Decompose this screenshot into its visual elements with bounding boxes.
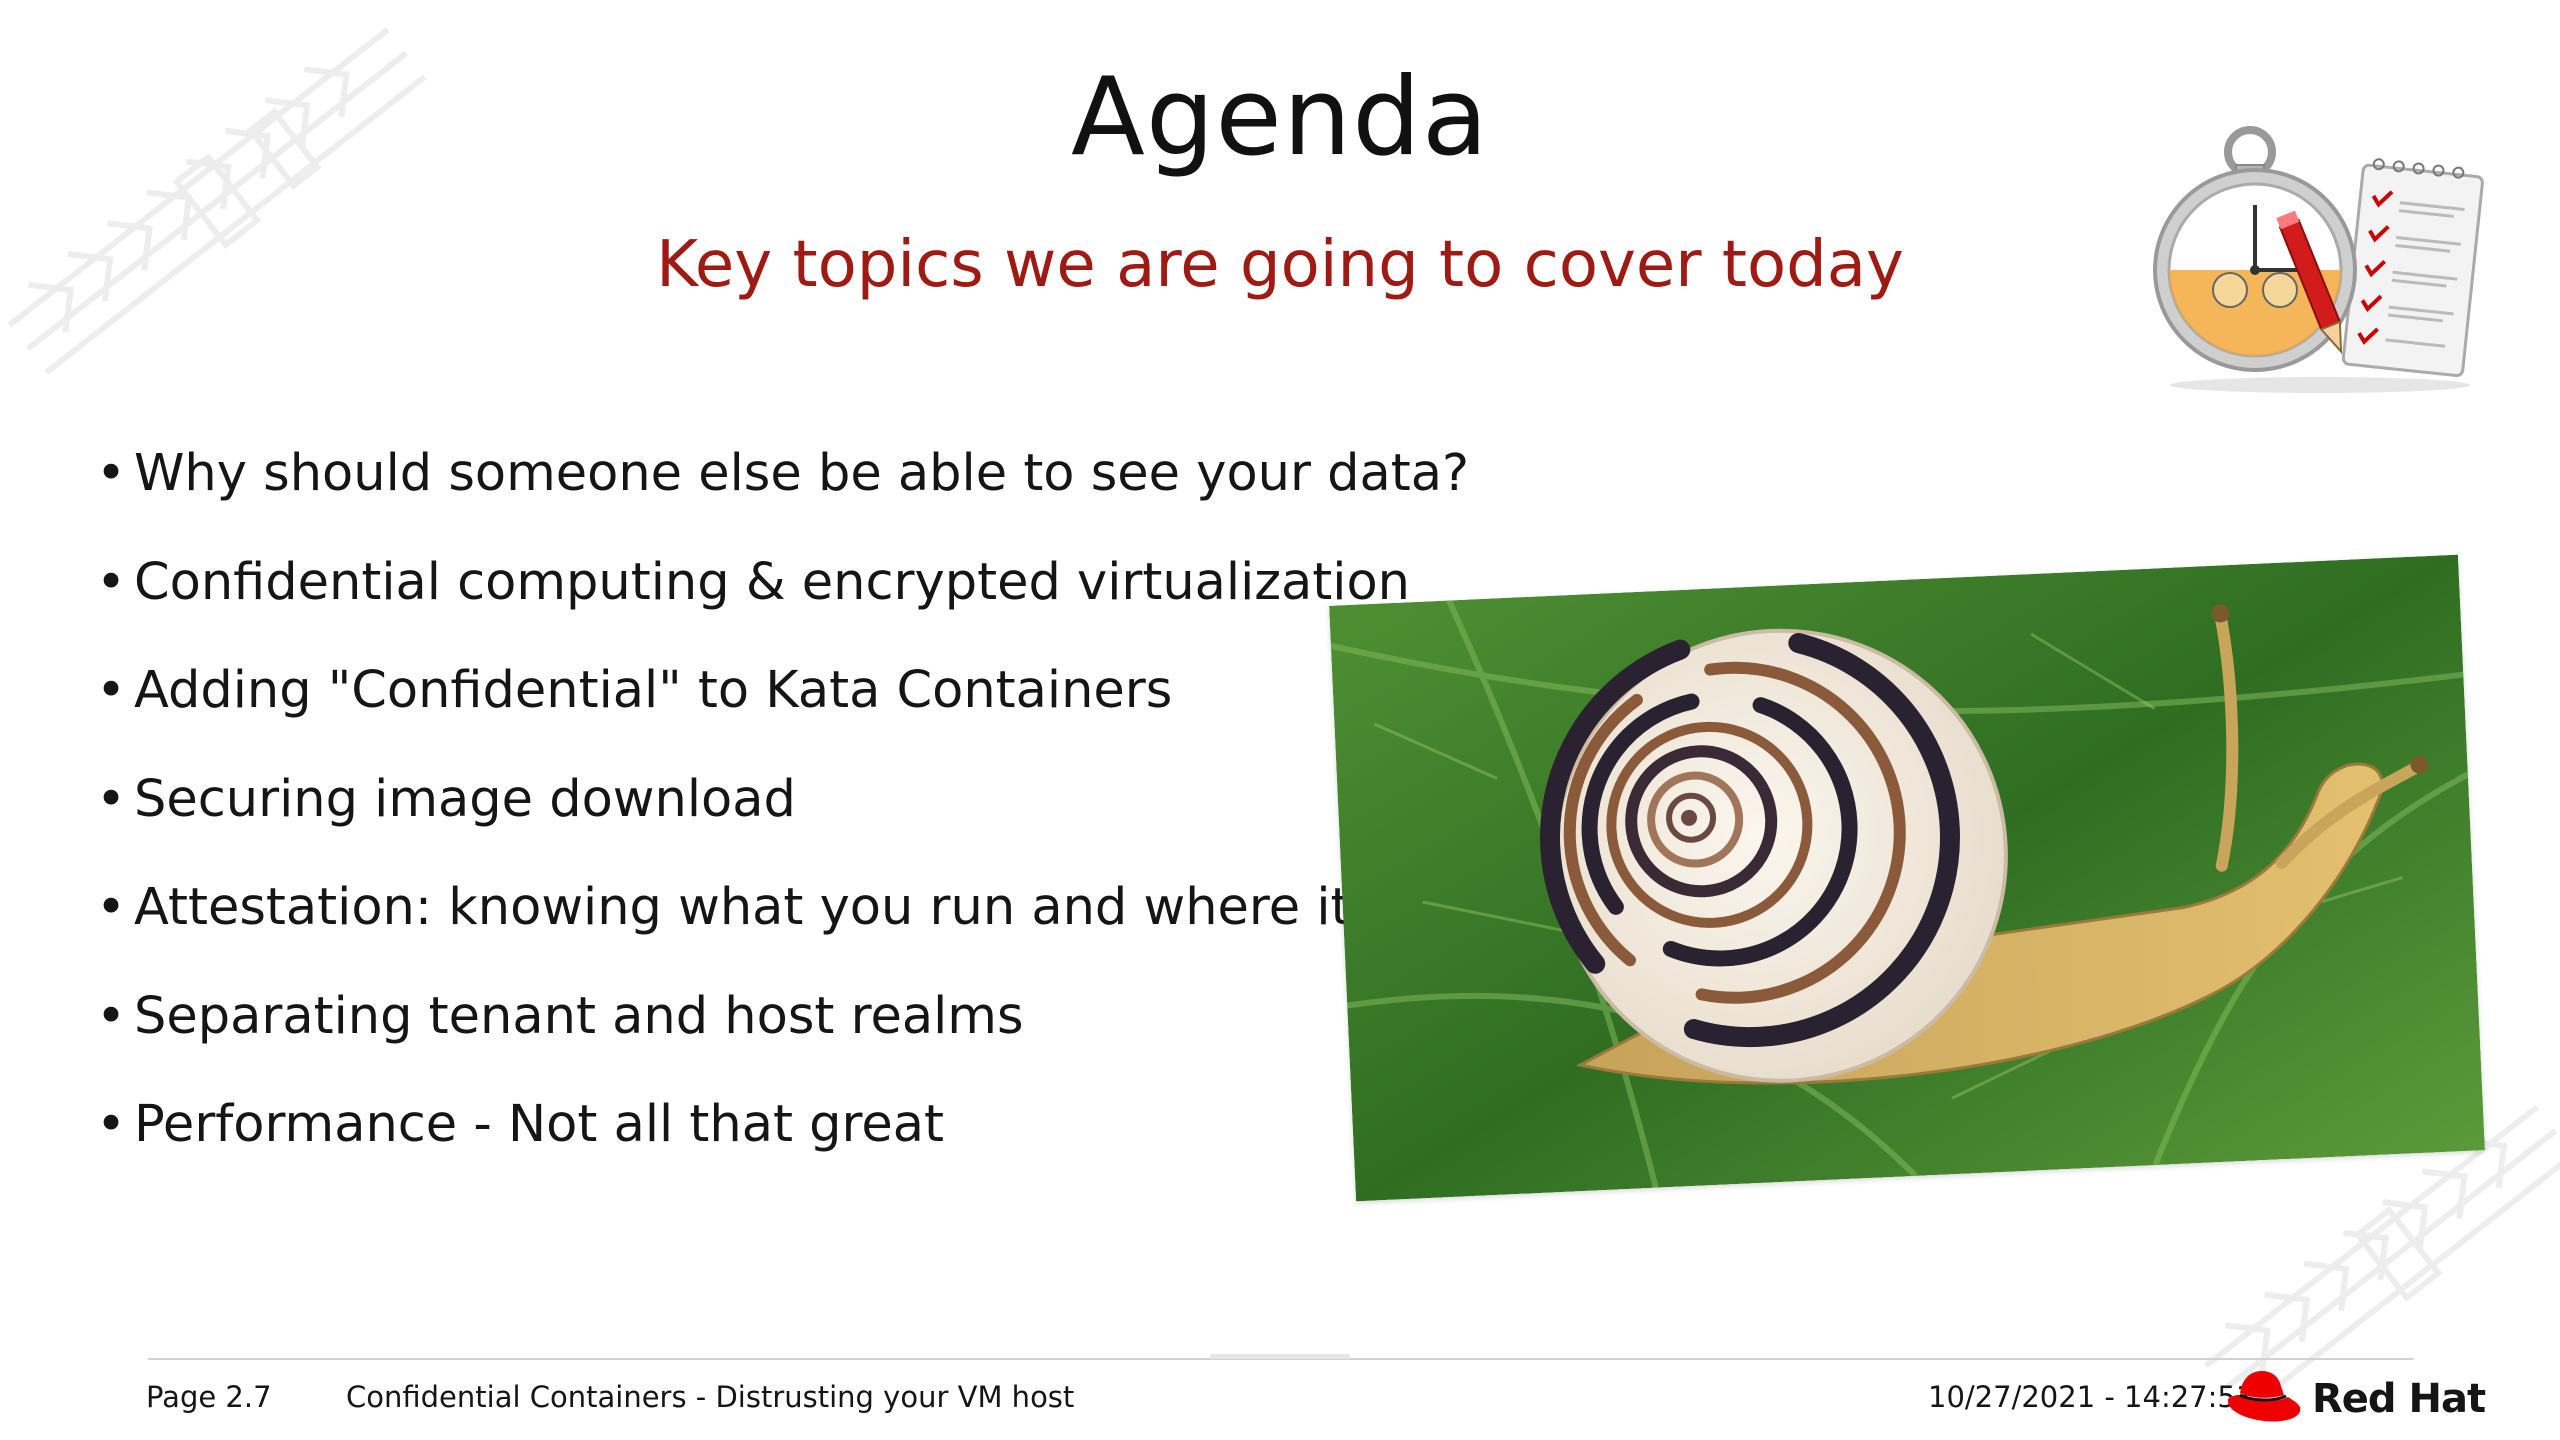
list-item: • Performance - Not all that great xyxy=(96,1083,1396,1192)
agenda-item-text: Performance - Not all that great xyxy=(134,1095,944,1154)
stopwatch-checklist-icon xyxy=(2153,126,2484,393)
decorative-pattern-bottom-right xyxy=(2204,1104,2560,1416)
redhat-fedora-icon xyxy=(2227,1371,2301,1422)
list-item: • Confidential computing & encrypted virt… xyxy=(96,541,1410,650)
agenda-item-text: Why should someone else be able to see y… xyxy=(134,444,1470,503)
deck-title: Confidential Containers - Distrusting yo… xyxy=(346,1380,1075,1414)
slide-title: Agenda xyxy=(1070,55,1490,180)
list-item: • Attestation: knowing what you run and w… xyxy=(96,866,1479,975)
snail-photo xyxy=(1329,554,2485,1202)
footer-divider xyxy=(148,1358,2414,1360)
brand-name: Red Hat xyxy=(2312,1376,2486,1422)
bullet-glyph: • xyxy=(96,769,127,829)
bullet-glyph: • xyxy=(96,878,127,937)
decorative-pattern-top-left xyxy=(7,27,427,375)
agenda-item-text: Confidential computing & encrypted virtu… xyxy=(134,552,1410,612)
bullet-glyph: • xyxy=(96,444,127,503)
agenda-item-text: Adding "Confidential" to Kata Containers xyxy=(134,661,1173,720)
slide-subtitle: Key topics we are going to cover today xyxy=(656,228,1904,302)
agenda-list: • Why should someone else be able to see … xyxy=(96,432,1479,1192)
timestamp: 10/27/2021 - 14:27:51 xyxy=(1928,1380,2255,1414)
agenda-item-text: Attestation: knowing what you run and wh… xyxy=(134,878,1479,937)
agenda-item-text: Separating tenant and host realms xyxy=(134,986,1024,1046)
bullet-glyph: • xyxy=(96,552,127,612)
bullet-glyph: • xyxy=(96,661,127,720)
list-item: • Securing image download xyxy=(96,758,1396,867)
agenda-item-text: Securing image download xyxy=(134,769,796,829)
page-number: Page 2.7 xyxy=(146,1380,272,1414)
list-item: • Adding "Confidential" to Kata Container… xyxy=(96,649,1396,758)
list-item: • Separating tenant and host realms xyxy=(96,975,1396,1084)
list-item: • Why should someone else be able to see … xyxy=(96,432,1469,541)
footer-divider-tab xyxy=(1210,1354,1350,1359)
bullet-glyph: • xyxy=(96,1095,127,1154)
bullet-glyph: • xyxy=(96,986,127,1046)
